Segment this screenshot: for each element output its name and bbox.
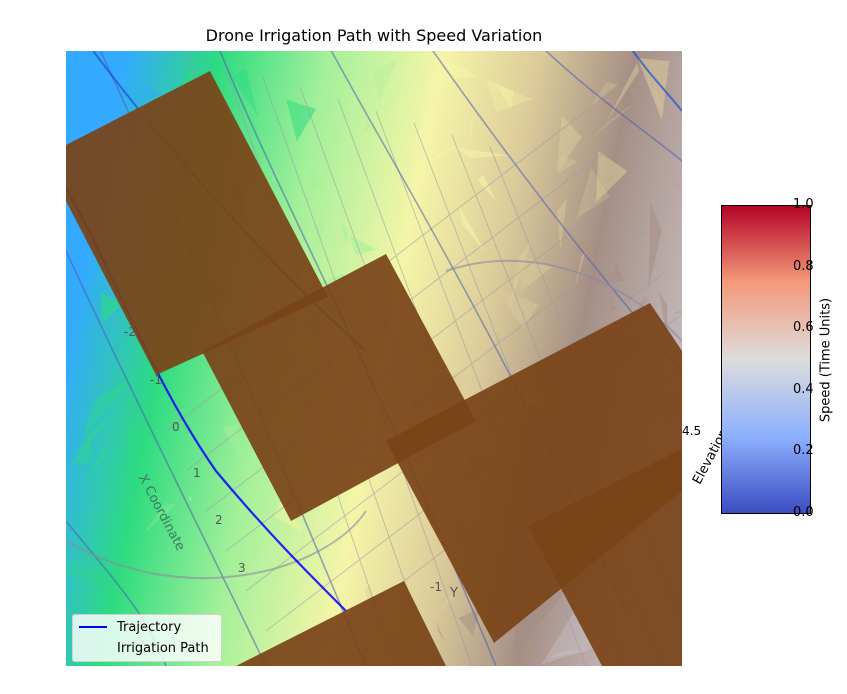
surface-facet [520, 254, 553, 291]
surface-facet [313, 501, 329, 524]
irrigation-patch [528, 449, 682, 666]
colorbar-tick-label: 0.2 [793, 443, 814, 459]
surface-facet [590, 82, 619, 107]
legend-item-irrigation-path: Irrigation Path [79, 639, 209, 657]
surface-facet [365, 121, 371, 133]
surface-facet [497, 289, 540, 329]
surface-facet [421, 140, 464, 170]
surface-facet [606, 262, 625, 283]
x-tick-label: 3 [238, 561, 246, 575]
plot-area[interactable]: -2 -1 0 1 2 3 -1 Y [66, 51, 682, 666]
colorbar [721, 205, 811, 515]
surface-facet [468, 187, 477, 213]
surface-facet [485, 78, 532, 113]
surface-facet [576, 167, 610, 219]
surface-facet [112, 51, 115, 90]
surface-facet [99, 77, 115, 103]
colorbar-tick-label: 0.8 [793, 258, 814, 274]
surface-facet [341, 220, 349, 245]
trajectory-line [631, 51, 682, 112]
surface-facet [608, 178, 641, 196]
surface-facet [236, 459, 266, 474]
contour-line [66, 250, 267, 666]
colorbar-tick-label: 0.4 [793, 381, 814, 397]
surface-facet [454, 147, 509, 159]
legend-swatch-trajectory [79, 626, 107, 628]
x-tick-label: 0 [172, 420, 180, 434]
colorbar-tick-label: 0.6 [793, 320, 814, 336]
x-tick-label: -2 [124, 325, 136, 339]
surface-facet [549, 650, 590, 658]
legend-swatch-irrigation-path [79, 647, 107, 649]
x-tick-label: 2 [215, 513, 223, 527]
surface-facet [590, 101, 637, 140]
surface-facet [129, 417, 137, 477]
colorbar-tick-labels: 0.0 0.2 0.4 0.6 0.8 1.0 [793, 197, 823, 520]
surface-facet [558, 156, 578, 175]
y-tick-label: -1 [430, 580, 442, 594]
surface-facet [436, 621, 446, 642]
x-tick-label: -1 [150, 373, 162, 387]
surface-facet [71, 427, 92, 465]
surface-facet [295, 609, 314, 650]
surface-facet [309, 166, 327, 188]
contour-line [545, 51, 682, 162]
legend: Trajectory Irrigation Path [72, 614, 222, 662]
colorbar-svg [721, 205, 811, 514]
surface-facet [122, 422, 139, 454]
chart-title: Drone Irrigation Path with Speed Variati… [205, 26, 543, 45]
legend-item-trajectory: Trajectory [79, 618, 181, 636]
surface-facet [431, 587, 456, 621]
surface-facet [477, 174, 497, 202]
y-axis-label: Y [449, 586, 458, 601]
surface-facet [66, 617, 68, 631]
irrigation-patch [66, 71, 328, 375]
surface-facet [676, 183, 682, 191]
surface-facet [232, 68, 258, 117]
surface-facet [556, 115, 582, 174]
surface-facet [609, 295, 618, 312]
surface-facet [372, 58, 398, 102]
surface-facet [179, 51, 206, 93]
surface-facet [129, 83, 163, 107]
surface-facet [524, 630, 542, 666]
irrigation-patch [386, 303, 682, 643]
surface-facet [467, 113, 474, 151]
surface-facet [541, 613, 605, 665]
contour-line [66, 510, 367, 580]
surface-facet [596, 151, 628, 202]
surface-facet [223, 424, 244, 465]
surface-facet [483, 220, 503, 226]
surface-facet [96, 496, 123, 519]
colorbar-tick-label: 1.0 [793, 197, 814, 212]
x-tick-label: 1 [193, 466, 201, 480]
legend-label-trajectory: Trajectory [117, 619, 182, 635]
irrigation-patch [236, 581, 446, 666]
surface-facet [308, 241, 321, 252]
surface-facet [84, 441, 108, 486]
surface-facet [625, 84, 645, 108]
z-tick-fragment: 4.5 [682, 424, 702, 438]
surface-plot: -2 -1 0 1 2 3 -1 Y [66, 51, 682, 666]
surface-facet [480, 226, 516, 263]
surface-facet [187, 495, 193, 503]
surface-facet [100, 292, 123, 324]
surface-facet [66, 558, 113, 589]
legend-label-irrigation-path: Irrigation Path [117, 640, 209, 656]
surface-facet [648, 202, 662, 290]
surface-facet [673, 310, 682, 315]
surface-facet [459, 205, 485, 252]
surface-facet [637, 57, 670, 121]
colorbar-tick-label: 0.0 [793, 505, 814, 520]
surface-facet [428, 60, 477, 82]
colorbar-gradient [721, 205, 811, 514]
surface-facet [347, 112, 355, 140]
surface-facet [495, 84, 514, 109]
